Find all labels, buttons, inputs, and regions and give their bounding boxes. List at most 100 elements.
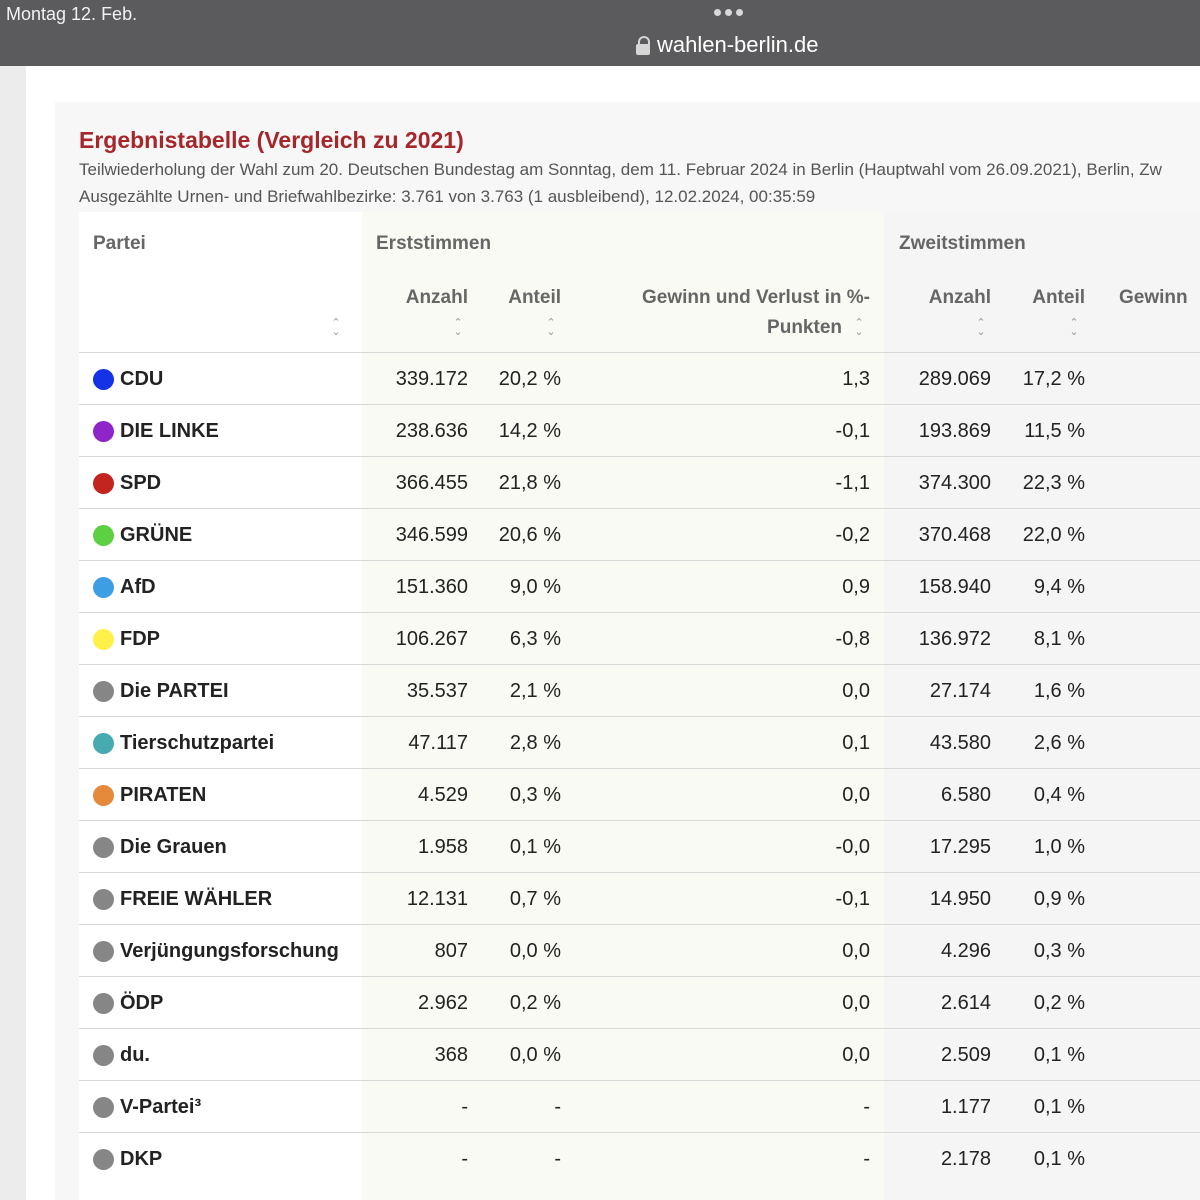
erststimmen-anzahl-cell: -	[461, 1148, 468, 1170]
party-color-dot	[93, 888, 114, 910]
erststimmen-anteil-cell: 21,8 %	[498, 472, 561, 494]
party-color-dot	[93, 836, 114, 858]
gewinn-verlust-cell: 0,9	[842, 576, 870, 598]
zweitstimmen-anteil-cell: 1,6 %	[1033, 680, 1085, 702]
table-row: ÖDP 2.962 0,2 % 0,0 2.614 0,2 %	[79, 976, 1200, 1029]
gewinn-verlust-cell: 0,0	[842, 1044, 870, 1066]
header-zweit-anteil[interactable]: Anteil	[1032, 287, 1085, 308]
party-cell: CDU	[93, 353, 163, 405]
erststimmen-anzahl-cell: 4.529	[417, 784, 468, 806]
erststimmen-anteil-cell: 2,1 %	[509, 680, 561, 702]
erststimmen-anzahl-cell: 366.455	[395, 472, 468, 494]
header-zweit-anzahl[interactable]: Anzahl	[928, 287, 991, 308]
erststimmen-anteil-cell: 0,2 %	[509, 992, 561, 1014]
erststimmen-anzahl-cell: 2.962	[417, 992, 468, 1014]
table-row: V-Partei³ - - - 1.177 0,1 %	[79, 1080, 1200, 1133]
erststimmen-anzahl-cell: 47.117	[408, 732, 468, 754]
table-row: DIE LINKE 238.636 14,2 % -0,1 193.869 11,5 %	[79, 404, 1200, 457]
zweitstimmen-anzahl-cell: 289.069	[918, 368, 991, 390]
party-name: GRÜNE	[120, 523, 193, 546]
erststimmen-anteil-cell: 0,3 %	[509, 784, 561, 806]
table-row: CDU 339.172 20,2 % 1,3 289.069 17,2 %	[79, 352, 1200, 405]
header-erststimmen: Erststimmen	[376, 233, 492, 254]
sort-zweit-anzahl-icon[interactable]: ⌃ ⌄	[976, 317, 986, 338]
erststimmen-anzahl-cell: 346.599	[395, 524, 468, 546]
header-erst-anteil[interactable]: Anteil	[508, 287, 561, 308]
erststimmen-anteil-cell: 20,6 %	[498, 524, 561, 546]
party-cell: Die Grauen	[93, 821, 227, 873]
table-row: du. 368 0,0 % 0,0 2.509 0,1 %	[79, 1028, 1200, 1081]
party-name: V-Partei³	[120, 1095, 202, 1118]
browser-top-bar: Montag 12. Feb. wahlen-berlin.de	[0, 0, 1200, 66]
party-name: AfD	[120, 575, 156, 598]
gewinn-verlust-cell: -0,0	[835, 836, 870, 858]
erststimmen-anzahl-cell: 807	[434, 940, 468, 962]
erststimmen-column-group	[362, 212, 884, 1200]
zweitstimmen-anzahl-cell: 6.580	[940, 784, 991, 806]
sort-gewinn-icon[interactable]: ⌃ ⌄	[854, 317, 864, 338]
party-color-dot	[93, 1148, 114, 1170]
table-row: AfD 151.360 9,0 % 0,9 158.940 9,4 %	[79, 560, 1200, 613]
results-table: Partei Erststimmen Zweitstimmen ⌃ ⌄ Anzah…	[79, 212, 1200, 1200]
header-partei: Partei	[93, 233, 146, 254]
table-row: FREIE WÄHLER 12.131 0,7 % -0,1 14.950 0,9 %	[79, 872, 1200, 925]
erststimmen-anzahl-cell: 151.360	[395, 576, 468, 598]
more-options-icon[interactable]	[714, 9, 743, 16]
zweitstimmen-anzahl-cell: 2.178	[940, 1148, 991, 1170]
gewinn-verlust-cell: 0,0	[842, 784, 870, 806]
header-zweitstimmen: Zweitstimmen	[899, 233, 1026, 254]
zweitstimmen-anzahl-cell: 2.509	[940, 1044, 991, 1066]
party-color-dot	[93, 940, 114, 962]
zweitstimmen-anzahl-cell: 14.950	[929, 888, 991, 910]
party-color-dot	[93, 680, 114, 702]
zweitstimmen-anteil-cell: 22,0 %	[1022, 524, 1085, 546]
zweitstimmen-anzahl-cell: 158.940	[918, 576, 991, 598]
party-name: Tierschutzpartei	[120, 731, 275, 754]
header-erst-anzahl[interactable]: Anzahl	[405, 287, 468, 308]
header-gewinn-verlust[interactable]: Gewinn und Verlust in %-	[641, 287, 870, 308]
gewinn-verlust-cell: -	[863, 1096, 870, 1118]
party-color-dot	[93, 1044, 114, 1066]
party-name: DIE LINKE	[120, 419, 219, 442]
sort-partei-icon[interactable]: ⌃ ⌄	[331, 317, 341, 338]
header-zweit-gewinn[interactable]: Gewinn	[1119, 287, 1188, 308]
zweitstimmen-anzahl-cell: 193.869	[918, 420, 991, 442]
sort-erst-anteil-icon[interactable]: ⌃ ⌄	[546, 317, 556, 338]
party-color-dot	[93, 628, 114, 650]
sort-zweit-anteil-icon[interactable]: ⌃ ⌄	[1069, 317, 1079, 338]
erststimmen-anteil-cell: 9,0 %	[509, 576, 561, 598]
gewinn-verlust-cell: -0,8	[835, 628, 870, 650]
party-name: Die PARTEI	[120, 679, 229, 702]
erststimmen-anzahl-cell: 106.267	[395, 628, 468, 650]
erststimmen-anteil-cell: 6,3 %	[509, 628, 561, 650]
zweitstimmen-anteil-cell: 0,1 %	[1033, 1148, 1085, 1170]
gewinn-verlust-cell: 0,0	[842, 992, 870, 1014]
party-cell: V-Partei³	[93, 1081, 201, 1133]
sort-erst-anzahl-icon[interactable]: ⌃ ⌄	[453, 317, 463, 338]
gewinn-verlust-cell: 0,1	[842, 732, 870, 754]
party-color-dot	[93, 992, 114, 1014]
gewinn-verlust-cell: 0,0	[842, 940, 870, 962]
party-cell: GRÜNE	[93, 509, 192, 561]
gewinn-verlust-cell: -1,1	[835, 472, 870, 494]
party-color-dot	[93, 576, 114, 598]
party-color-dot	[93, 420, 114, 442]
header-gewinn-verlust-line2[interactable]: Punkten	[767, 317, 842, 338]
party-cell: du.	[93, 1029, 150, 1081]
zweitstimmen-anteil-cell: 0,3 %	[1033, 940, 1085, 962]
zweitstimmen-anteil-cell: 0,9 %	[1033, 888, 1085, 910]
party-name: FDP	[120, 627, 160, 650]
zweitstimmen-anteil-cell: 17,2 %	[1022, 368, 1085, 390]
zweitstimmen-anteil-cell: 9,4 %	[1033, 576, 1085, 598]
url-text: wahlen-berlin.de	[657, 32, 819, 57]
party-color-dot	[93, 1096, 114, 1118]
table-row: GRÜNE 346.599 20,6 % -0,2 370.468 22,0 %	[79, 508, 1200, 561]
zweitstimmen-anzahl-cell: 1.177	[940, 1096, 991, 1118]
party-color-dot	[93, 524, 114, 546]
party-name: Verjüngungsforschung	[120, 939, 339, 962]
address-bar[interactable]: wahlen-berlin.de	[636, 32, 818, 58]
erststimmen-anteil-cell: 14,2 %	[498, 420, 561, 442]
erststimmen-anteil-cell: 0,1 %	[509, 836, 561, 858]
page-title: Ergebnistabelle (Vergleich zu 2021)	[79, 127, 464, 153]
erststimmen-anzahl-cell: 35.537	[406, 680, 468, 702]
